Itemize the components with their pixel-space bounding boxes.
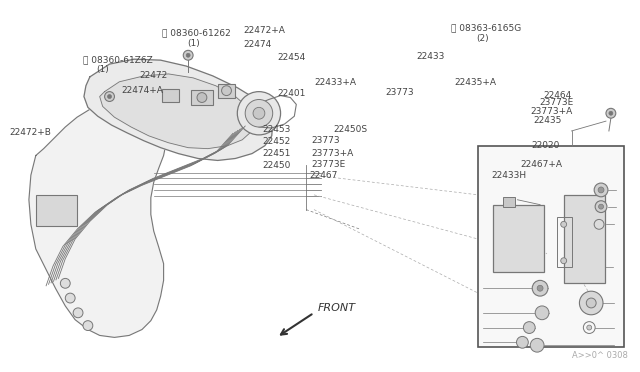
Circle shape (587, 325, 592, 330)
Text: 22467+A: 22467+A (520, 160, 563, 169)
Bar (162, 89, 179, 102)
Circle shape (586, 298, 596, 308)
Text: Ⓢ 08360-61Z6Z: Ⓢ 08360-61Z6Z (83, 55, 153, 64)
Circle shape (524, 322, 535, 333)
Circle shape (535, 306, 549, 320)
Circle shape (606, 108, 616, 118)
Text: 22433+A: 22433+A (315, 78, 356, 87)
Circle shape (579, 291, 603, 315)
Circle shape (561, 258, 566, 264)
Circle shape (595, 201, 607, 212)
Text: (1): (1) (96, 65, 109, 74)
Text: 23773: 23773 (311, 136, 340, 145)
Polygon shape (29, 102, 166, 337)
Circle shape (609, 111, 613, 115)
Circle shape (516, 336, 528, 348)
Text: 22020: 22020 (531, 141, 559, 150)
Text: 22474: 22474 (244, 39, 272, 49)
Text: 22451: 22451 (262, 148, 291, 158)
Bar (191, 90, 212, 105)
Text: 22453: 22453 (262, 125, 291, 134)
Text: A>>0^ 0308: A>>0^ 0308 (572, 350, 627, 360)
Circle shape (253, 108, 265, 119)
Bar (493, 205, 544, 272)
Text: 22435+A: 22435+A (454, 78, 497, 87)
Text: 23773: 23773 (385, 88, 414, 97)
Text: 23773E: 23773E (311, 160, 345, 169)
Text: 22464: 22464 (544, 91, 572, 100)
Circle shape (598, 187, 604, 193)
Circle shape (531, 339, 544, 352)
Circle shape (537, 285, 543, 291)
Circle shape (197, 93, 207, 102)
Bar (503, 197, 515, 206)
Bar (564, 195, 605, 283)
Text: 23773E: 23773E (540, 98, 573, 107)
Circle shape (183, 50, 193, 60)
Text: 22433H: 22433H (491, 170, 526, 180)
Circle shape (186, 53, 190, 57)
Text: 22435: 22435 (533, 116, 561, 125)
Circle shape (65, 293, 75, 303)
Text: (1): (1) (187, 39, 200, 48)
Bar (36, 195, 77, 226)
Circle shape (561, 221, 566, 227)
Text: 22452: 22452 (262, 137, 291, 146)
Circle shape (221, 86, 232, 96)
Circle shape (73, 308, 83, 318)
Text: FRONT: FRONT (318, 303, 356, 313)
Text: 22472+B: 22472+B (9, 128, 51, 138)
Text: 22450: 22450 (262, 161, 291, 170)
Circle shape (83, 321, 93, 330)
Circle shape (598, 204, 604, 209)
Circle shape (60, 278, 70, 288)
Circle shape (104, 92, 115, 102)
Text: 22433: 22433 (417, 52, 445, 61)
Circle shape (594, 183, 608, 197)
Text: 22472: 22472 (140, 71, 168, 80)
Text: 22474+A: 22474+A (121, 86, 163, 96)
Bar (478, 146, 623, 347)
Text: 23773+A: 23773+A (530, 106, 572, 116)
Polygon shape (84, 59, 273, 160)
Text: 22450S: 22450S (333, 125, 368, 134)
Text: 22401: 22401 (277, 89, 305, 98)
Text: Ⓢ 08363-6165G: Ⓢ 08363-6165G (451, 23, 522, 32)
Circle shape (245, 99, 273, 127)
Bar (218, 84, 236, 97)
Polygon shape (100, 74, 255, 149)
Text: 23773+A: 23773+A (311, 149, 353, 158)
Bar (557, 218, 572, 267)
Text: 22454: 22454 (277, 53, 305, 62)
Circle shape (237, 92, 280, 135)
Circle shape (108, 94, 111, 99)
Text: (2): (2) (476, 35, 489, 44)
Text: 22472+A: 22472+A (244, 26, 285, 35)
Text: 22467: 22467 (310, 170, 338, 180)
Text: Ⓢ 08360-61262: Ⓢ 08360-61262 (162, 29, 230, 38)
Circle shape (532, 280, 548, 296)
